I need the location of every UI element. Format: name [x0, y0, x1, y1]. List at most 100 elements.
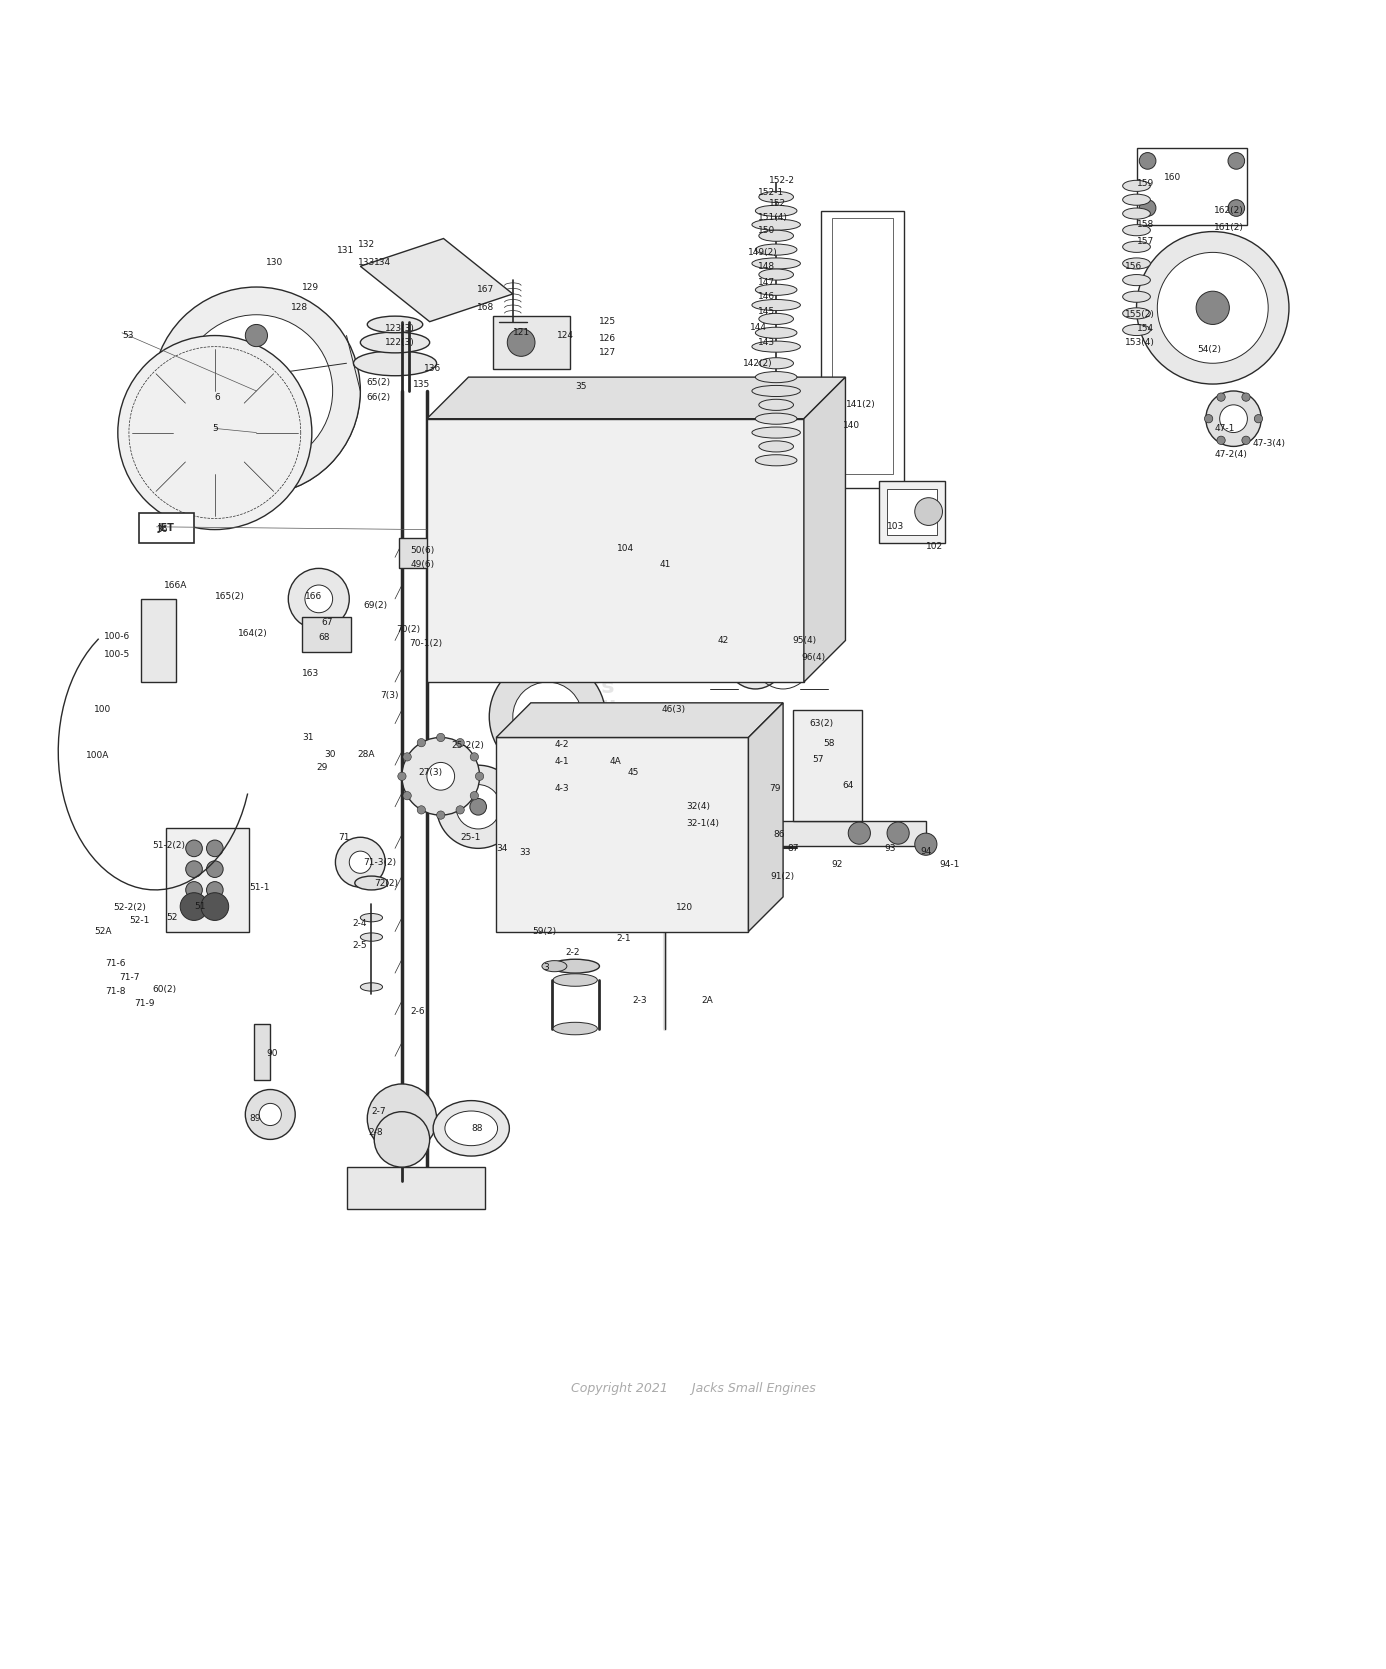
Circle shape [1139, 200, 1156, 217]
Ellipse shape [753, 340, 801, 352]
Text: 95(4): 95(4) [793, 636, 816, 644]
Text: 71-7: 71-7 [119, 973, 140, 981]
Text: 161(2): 161(2) [1214, 224, 1245, 232]
Circle shape [367, 1083, 437, 1153]
Ellipse shape [432, 1100, 510, 1157]
Circle shape [437, 811, 445, 819]
Text: 72(2): 72(2) [374, 878, 398, 888]
Text: 63(2): 63(2) [809, 719, 833, 728]
Text: 2-7: 2-7 [371, 1107, 387, 1117]
Text: 27(3): 27(3) [419, 768, 442, 776]
Text: 127: 127 [599, 347, 615, 357]
Circle shape [470, 753, 478, 761]
Polygon shape [496, 703, 783, 738]
Text: 2-2: 2-2 [565, 948, 579, 956]
Ellipse shape [360, 913, 383, 921]
Polygon shape [360, 239, 513, 322]
Text: JET: JET [158, 522, 175, 532]
Text: 46(3): 46(3) [661, 706, 685, 714]
Circle shape [848, 823, 870, 845]
Text: 136: 136 [424, 364, 441, 374]
Circle shape [403, 791, 412, 799]
Text: 4-3: 4-3 [554, 784, 570, 793]
Text: 90: 90 [266, 1050, 277, 1058]
Text: 49(6): 49(6) [410, 559, 434, 569]
Ellipse shape [753, 386, 801, 397]
Text: 86: 86 [773, 829, 784, 840]
Ellipse shape [755, 414, 797, 424]
Text: 124: 124 [557, 330, 574, 340]
Text: 87: 87 [787, 845, 798, 853]
Circle shape [1228, 152, 1245, 169]
Ellipse shape [1123, 242, 1150, 252]
Circle shape [915, 497, 942, 526]
Text: 146: 146 [758, 292, 775, 300]
Circle shape [180, 893, 208, 920]
Circle shape [180, 315, 333, 467]
Bar [821, 210, 904, 487]
Circle shape [513, 683, 582, 751]
Text: 165(2): 165(2) [215, 591, 245, 601]
Circle shape [437, 733, 445, 741]
Text: 2-3: 2-3 [632, 996, 647, 1005]
Polygon shape [793, 709, 862, 821]
Circle shape [417, 806, 426, 814]
Text: 147: 147 [758, 279, 775, 287]
Text: 154: 154 [1137, 324, 1153, 334]
Text: 65(2): 65(2) [366, 379, 389, 387]
Circle shape [492, 502, 603, 613]
Text: 163: 163 [302, 669, 319, 678]
Text: 103: 103 [887, 522, 904, 531]
Ellipse shape [541, 791, 568, 801]
Text: 31: 31 [302, 733, 313, 743]
Text: 60(2): 60(2) [152, 985, 176, 995]
Text: 45: 45 [628, 768, 639, 776]
Circle shape [245, 1090, 295, 1140]
Text: 54(2): 54(2) [1198, 345, 1221, 354]
Text: Copyright 2021      Jacks Small Engines: Copyright 2021 Jacks Small Engines [571, 1382, 815, 1395]
Ellipse shape [755, 454, 797, 466]
Text: 153(4): 153(4) [1125, 337, 1156, 347]
Circle shape [1254, 414, 1263, 422]
Ellipse shape [753, 219, 801, 230]
Text: 144: 144 [750, 322, 766, 332]
Text: 157: 157 [1137, 237, 1153, 245]
Text: 96(4): 96(4) [801, 653, 825, 661]
Text: 6: 6 [215, 394, 220, 402]
Text: 42: 42 [718, 636, 729, 644]
Ellipse shape [367, 315, 423, 332]
Text: 50(6): 50(6) [410, 546, 434, 554]
Text: 126: 126 [599, 334, 615, 342]
Ellipse shape [755, 205, 797, 217]
Circle shape [760, 823, 782, 845]
Circle shape [470, 791, 478, 799]
Ellipse shape [541, 749, 568, 759]
Text: 164(2): 164(2) [238, 629, 267, 638]
Circle shape [402, 738, 480, 814]
Text: 4-2: 4-2 [554, 739, 568, 749]
Circle shape [186, 861, 202, 878]
Ellipse shape [760, 314, 794, 324]
Text: 68: 68 [319, 633, 330, 643]
Text: 52-1: 52-1 [129, 916, 150, 925]
Circle shape [288, 569, 349, 629]
Text: 133: 133 [358, 257, 374, 267]
Text: 41: 41 [660, 559, 671, 569]
Text: 4A: 4A [610, 756, 621, 766]
Polygon shape [496, 738, 748, 931]
Text: 2-5: 2-5 [352, 941, 367, 950]
Circle shape [152, 287, 360, 496]
Bar [399, 537, 441, 569]
Circle shape [207, 881, 223, 898]
Text: 57: 57 [812, 754, 823, 764]
Text: 94: 94 [920, 846, 931, 856]
Ellipse shape [1123, 194, 1150, 205]
Circle shape [437, 764, 520, 848]
Text: 47-1: 47-1 [1214, 424, 1235, 432]
Text: 2A: 2A [701, 996, 712, 1005]
Polygon shape [804, 377, 845, 683]
Text: 25-2(2): 25-2(2) [452, 741, 485, 751]
Circle shape [796, 724, 812, 741]
Circle shape [259, 1103, 281, 1125]
Ellipse shape [1123, 259, 1150, 269]
